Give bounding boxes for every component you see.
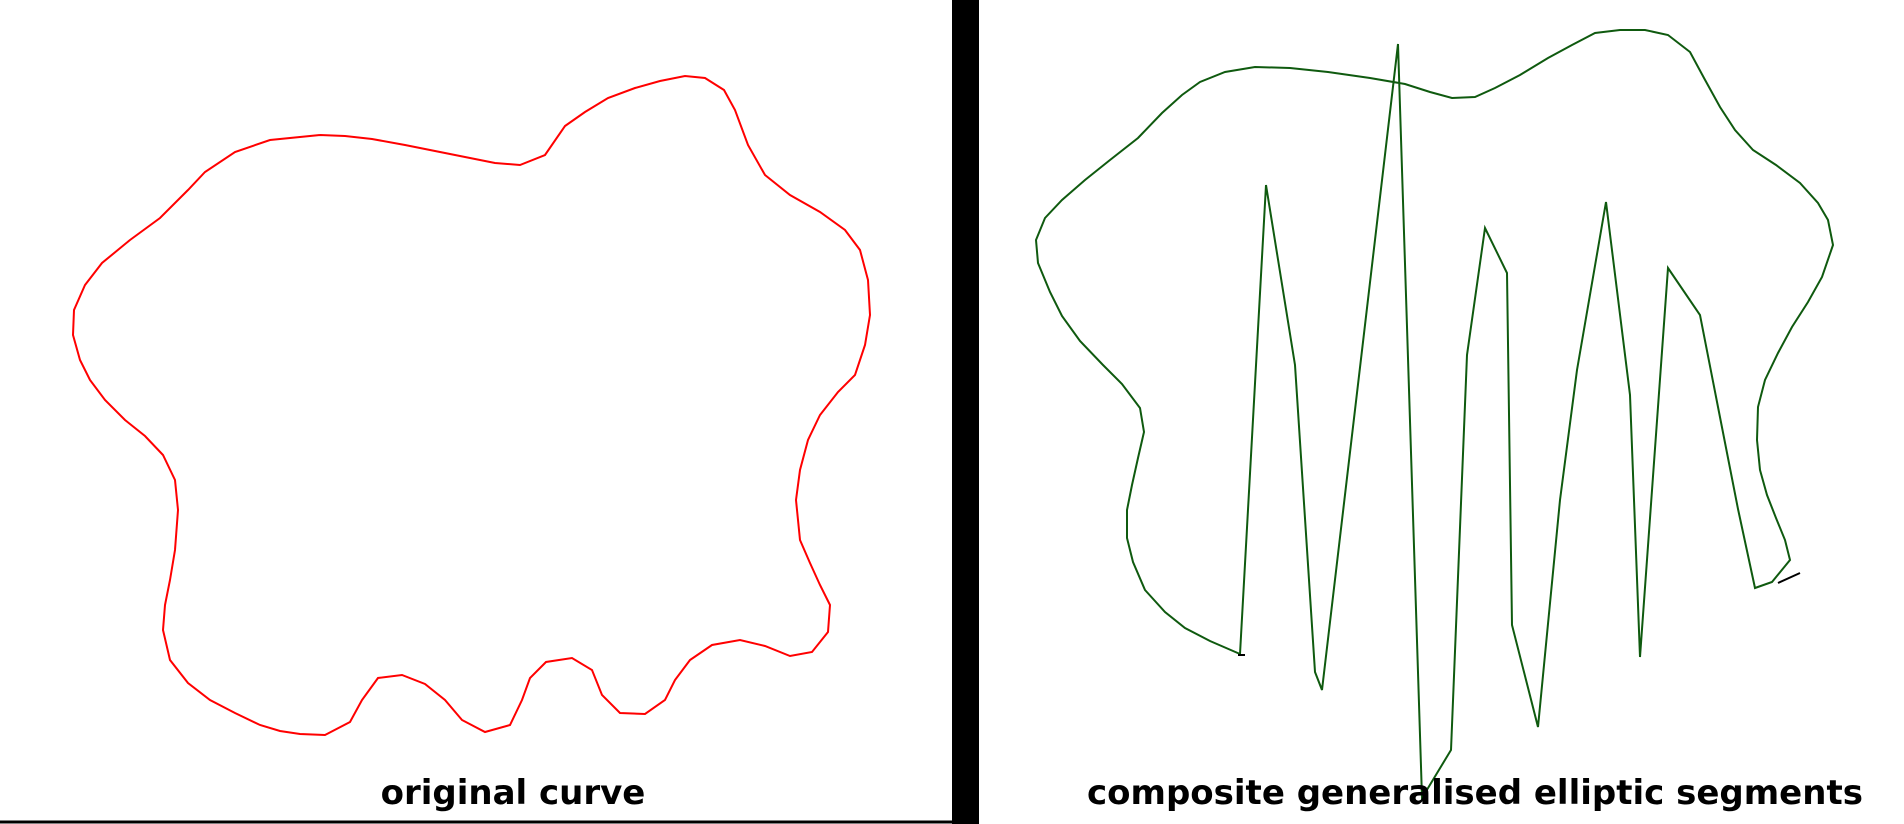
right-panel: composite generalised elliptic segments: [1034, 29, 1863, 813]
panel-divider: [952, 0, 979, 824]
curve-end-tick: [1777, 572, 1801, 584]
composite-curve: [1034, 29, 1835, 802]
original-curve: [71, 74, 872, 737]
left-caption: original curve: [381, 773, 646, 813]
right-caption: composite generalised elliptic segments: [1087, 773, 1863, 813]
left-panel: original curve: [71, 74, 872, 813]
